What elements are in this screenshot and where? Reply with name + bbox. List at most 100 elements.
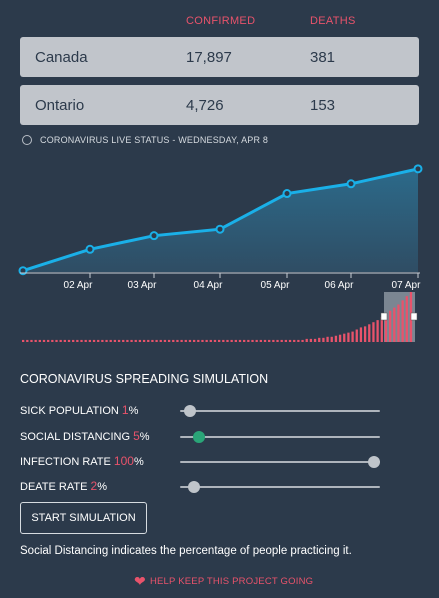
timeline-bar [247, 339, 250, 342]
slider-track[interactable] [180, 461, 380, 463]
timeline-bar [326, 336, 329, 342]
timeline-bar [330, 336, 333, 342]
confirmed-header: CONFIRMED [186, 15, 256, 27]
status-dot-icon [22, 135, 32, 145]
timeline-bar [84, 339, 87, 342]
deaths-trend-chart: 02 Apr 03 Apr 04 Apr 05 Apr 06 Apr 07 Apr [18, 164, 423, 291]
region-name: Canada [35, 49, 88, 66]
timeline-bar [376, 320, 379, 342]
x-tick-label: 05 Apr [261, 280, 291, 291]
timeline-bar [351, 331, 354, 342]
chart-point [85, 244, 95, 254]
support-link-text: HELP KEEP THIS PROJECT GOING [149, 575, 314, 587]
timeline-bar [338, 334, 342, 342]
slider-row-social-distancing: SOCIAL DISTANCING 5% [20, 426, 420, 446]
region-name: Ontario [35, 97, 85, 114]
timeline-bar [163, 339, 167, 342]
x-tick-label: 02 Apr [64, 280, 94, 291]
chart-point [215, 224, 225, 234]
x-tick-label: 06 Apr [325, 280, 355, 291]
slider-row-deate-rate: DEATE RATE 2% [20, 476, 420, 496]
simulation-note: Social Distancing indicates the percenta… [20, 545, 352, 557]
timeline-bar [293, 339, 296, 342]
timeline-bar [76, 339, 79, 342]
slider-thumb[interactable] [183, 405, 196, 417]
timeline-bar [188, 339, 192, 342]
timeline-bar [92, 339, 96, 342]
simulation-title: CORONAVIRUS SPREADING SIMULATION [20, 372, 269, 386]
timeline-bar [363, 326, 367, 342]
timeline-bar [218, 339, 221, 342]
slider-track[interactable] [180, 436, 380, 438]
slider-unit: % [97, 481, 107, 493]
slider-label-text: INFECTION RATE [20, 456, 111, 468]
timeline-bar [117, 339, 121, 342]
start-simulation-button[interactable]: START SIMULATION [20, 502, 147, 534]
timeline-bar [222, 339, 225, 342]
slider-track[interactable] [180, 410, 380, 412]
timeline-bar [213, 339, 217, 342]
slider-thumb[interactable] [193, 431, 206, 443]
timeline-bar [113, 339, 117, 342]
timeline-bar [209, 339, 212, 342]
slider-label: INFECTION RATE 100% [20, 454, 144, 468]
timeline-bar [284, 339, 288, 342]
timeline-bar [26, 339, 29, 342]
timeline-brush-chart[interactable] [0, 288, 439, 344]
support-link[interactable]: ❤ HELP KEEP THIS PROJECT GOING [134, 574, 313, 588]
brush-handle-right[interactable] [410, 312, 418, 321]
timeline-bar [67, 339, 71, 342]
timeline-bar [167, 339, 171, 342]
stat-row-ontario[interactable]: Ontario 4,726 153 [20, 85, 419, 125]
timeline-bar [243, 339, 246, 342]
slider-unit: % [139, 431, 150, 443]
brush-handle-left[interactable] [380, 312, 388, 321]
slider-label: SICK POPULATION 1% [20, 403, 138, 417]
timeline-bar [276, 339, 279, 342]
timeline-bar [142, 339, 146, 342]
deaths-header: DEATHS [310, 15, 356, 27]
timeline-bar [368, 324, 371, 342]
timeline-bar [372, 322, 375, 342]
slider-thumb[interactable] [368, 456, 380, 468]
timeline-bar [255, 339, 258, 342]
timeline-bar [55, 339, 58, 342]
timeline-bar [263, 339, 267, 342]
timeline-bar [334, 335, 338, 342]
chart-point [149, 231, 159, 241]
slider-value: 1 [121, 403, 129, 417]
stat-row-canada[interactable]: Canada 17,897 381 [20, 37, 419, 77]
timeline-bar [397, 304, 400, 342]
slider-value: 2 [90, 479, 98, 493]
timeline-bar [184, 339, 187, 342]
slider-label: DEATE RATE 2% [20, 479, 107, 493]
timeline-bar [59, 339, 62, 342]
slider-row-infection-rate: INFECTION RATE 100% [20, 451, 420, 471]
slider-unit: % [133, 456, 144, 468]
confirmed-count: 4,726 [186, 97, 224, 114]
timeline-bar [259, 339, 262, 342]
timeline-bar [343, 333, 346, 342]
timeline-bar [80, 339, 83, 342]
timeline-bar [172, 339, 175, 342]
timeline-bar [38, 339, 41, 342]
timeline-bar [301, 339, 304, 342]
slider-label-text: SICK POPULATION [20, 405, 119, 417]
slider-row-sick-population: SICK POPULATION 1% [20, 400, 420, 420]
timeline-bar [105, 339, 108, 342]
slider-thumb[interactable] [187, 481, 200, 493]
slider-label-text: DEATE RATE [20, 481, 88, 493]
x-tick-label: 07 Apr [392, 280, 422, 291]
timeline-bar [155, 339, 158, 342]
timeline-bar [151, 339, 154, 342]
slider-track[interactable] [180, 486, 380, 488]
timeline-bar [176, 339, 179, 342]
live-status-text: CORONAVIRUS LIVE STATUS - WEDNESDAY, APR… [40, 135, 269, 145]
timeline-bar [359, 327, 363, 342]
timeline-bar [251, 339, 254, 342]
timeline-bar [126, 339, 129, 342]
timeline-bar [51, 339, 54, 342]
timeline-bar [97, 339, 100, 342]
timeline-bar [201, 339, 204, 342]
timeline-bar [230, 339, 233, 342]
